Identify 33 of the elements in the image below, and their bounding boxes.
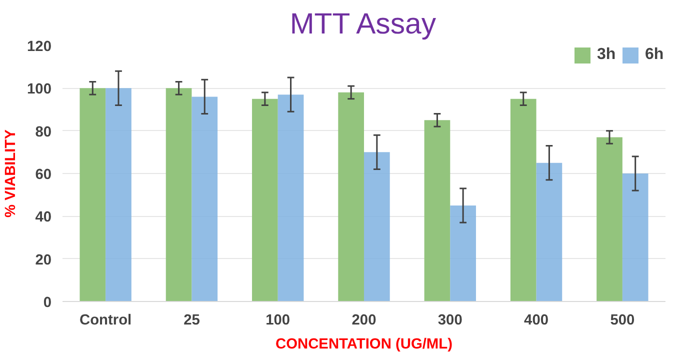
bar <box>450 206 476 302</box>
y-tick-label: 20 <box>35 252 52 268</box>
bar <box>252 98 278 302</box>
bar <box>622 174 648 302</box>
x-tick-label: 400 <box>524 312 549 328</box>
bar <box>192 96 218 302</box>
bar <box>364 152 390 302</box>
bar <box>424 120 450 302</box>
bar <box>278 94 304 302</box>
y-tick-label: 40 <box>35 210 52 226</box>
x-tick-label: 25 <box>184 312 200 328</box>
bar <box>106 88 132 302</box>
y-tick-label: 0 <box>43 295 52 311</box>
x-axis-title: CONCENTATION (UG/ML) <box>276 336 453 352</box>
x-tick-label: 200 <box>352 312 376 328</box>
legend-label: 3h <box>597 46 617 64</box>
x-tick-label: 100 <box>266 312 290 328</box>
x-tick-label: 500 <box>610 312 635 328</box>
y-tick-label: 120 <box>27 39 52 55</box>
x-tick-label: 300 <box>438 312 462 328</box>
chart-title: MTT Assay <box>290 8 436 40</box>
y-axis-title: % VIABILITY <box>3 129 20 218</box>
y-tick-label: 60 <box>35 167 52 183</box>
y-tick-label: 100 <box>27 82 52 98</box>
bar <box>536 162 562 302</box>
x-tick-label: Control <box>80 312 132 328</box>
bar <box>166 88 192 302</box>
bar <box>80 88 106 302</box>
bar <box>338 92 364 302</box>
bar <box>510 98 536 302</box>
bar <box>596 137 622 302</box>
legend-label: 6h <box>645 46 665 64</box>
y-tick-label: 80 <box>35 124 52 140</box>
